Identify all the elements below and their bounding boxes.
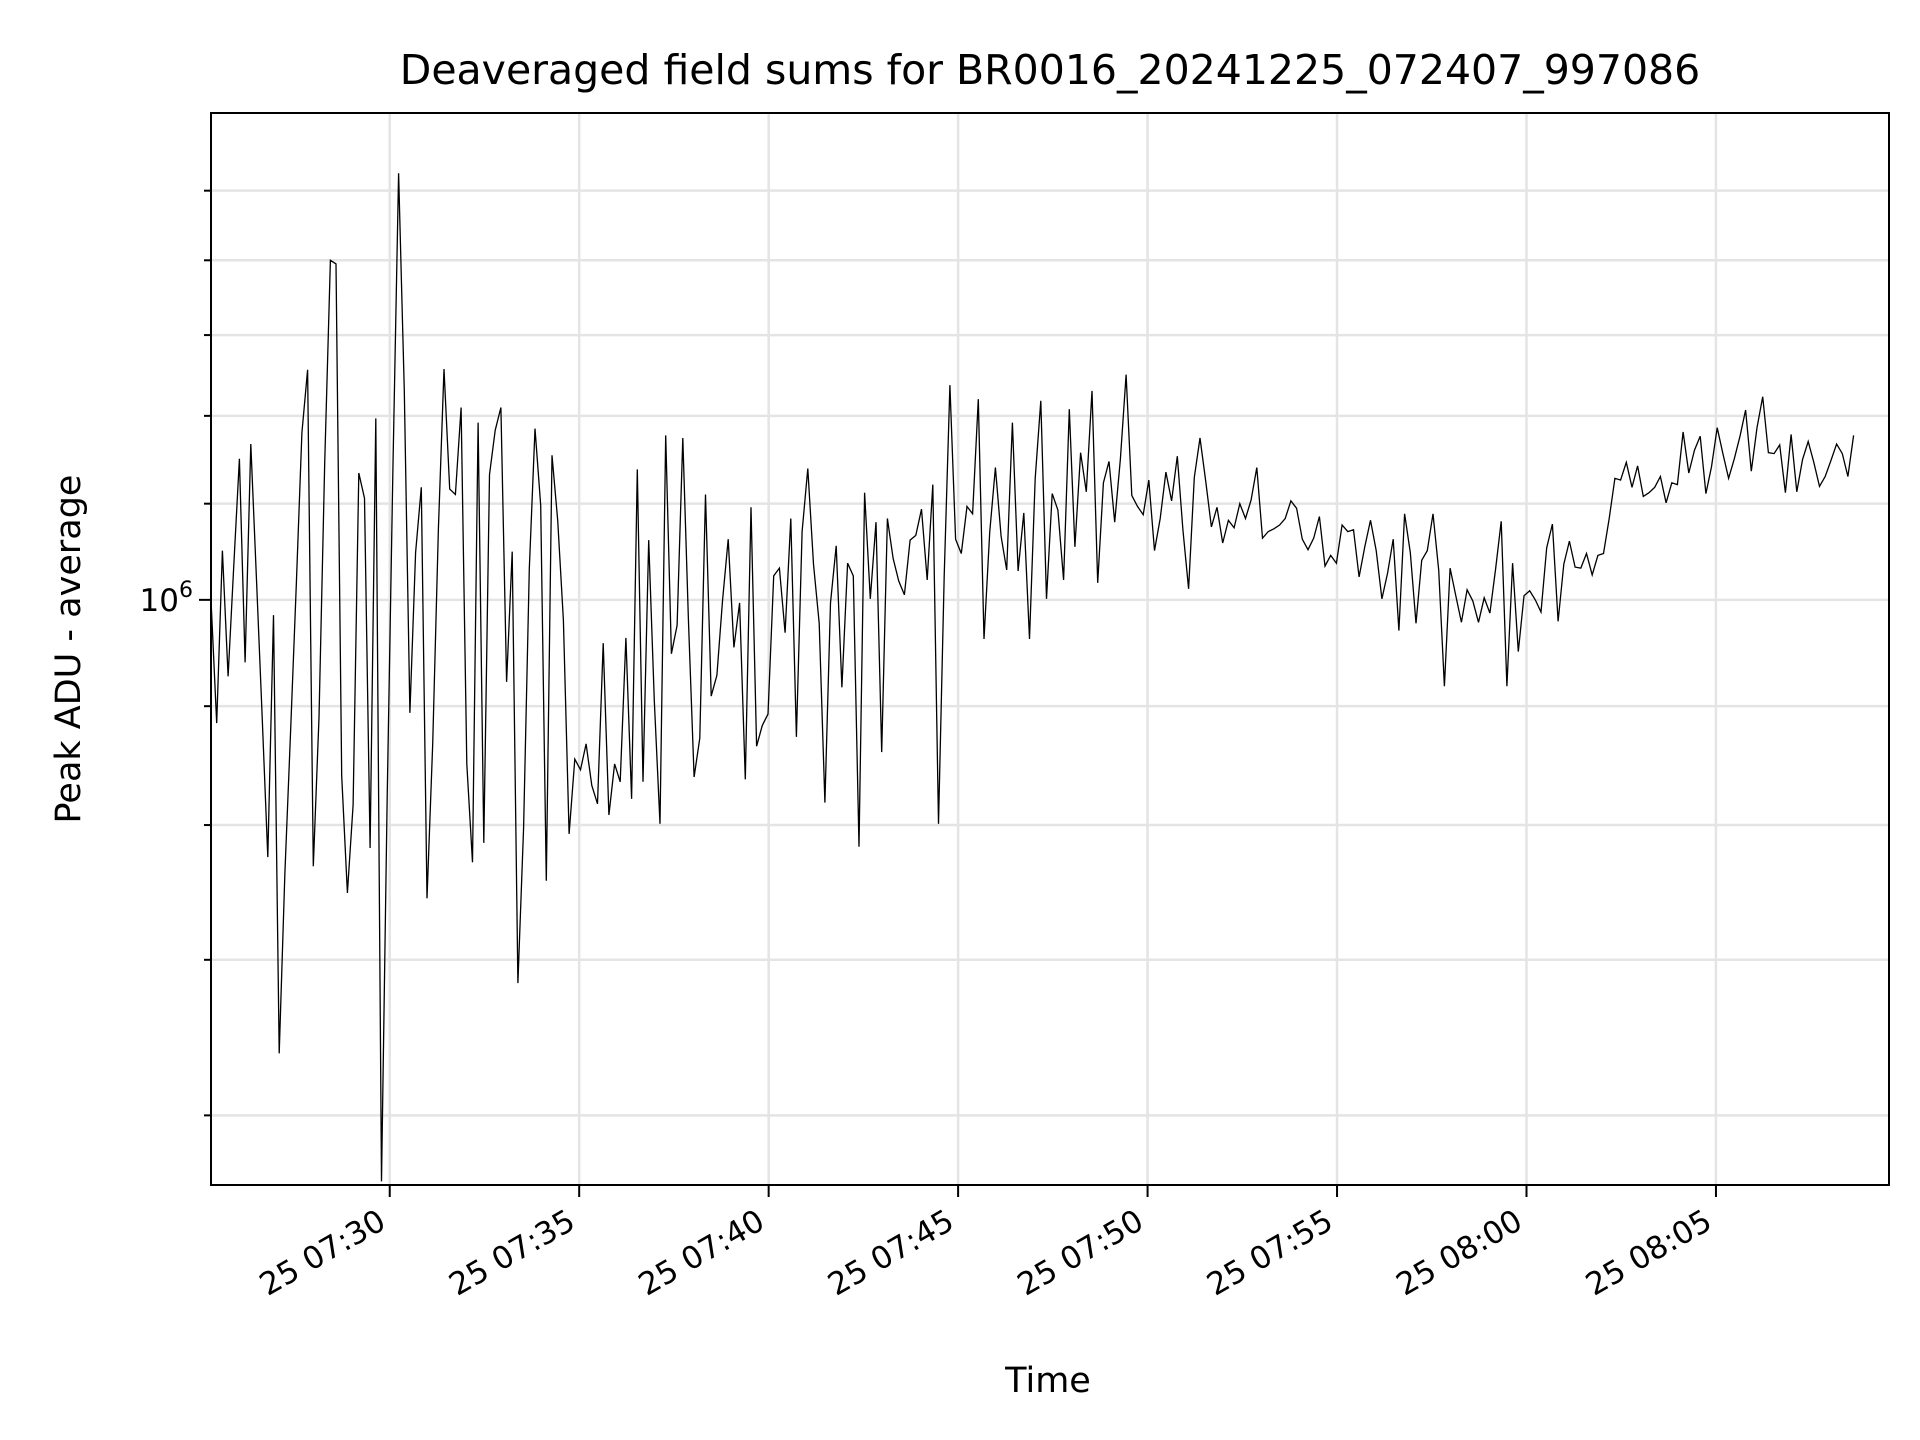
- plot-frame: [210, 112, 1890, 1186]
- y-tick-label-exponent: 6: [179, 578, 193, 603]
- x-axis-title: Time: [1004, 1361, 1091, 1401]
- series-layer: [210, 173, 1855, 1182]
- y-axis-title: Peak ADU - average: [49, 475, 89, 824]
- chart-title: Deaveraged field sums for BR0016_2024122…: [400, 46, 1700, 94]
- series-line: [210, 173, 1855, 1182]
- grid: [211, 113, 1889, 1185]
